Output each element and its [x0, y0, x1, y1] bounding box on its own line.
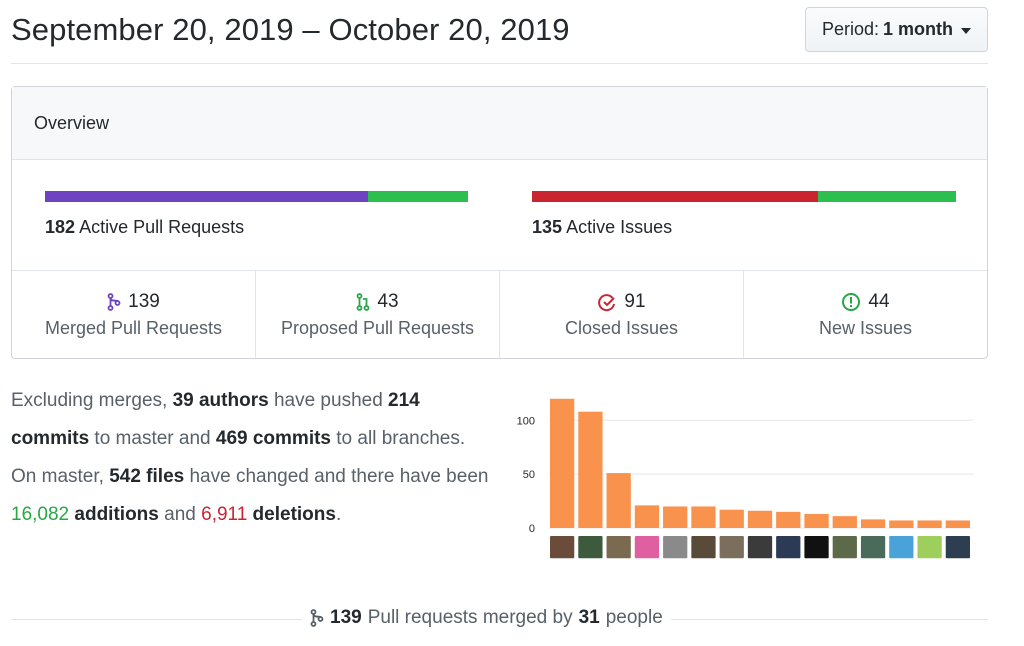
- contributor-avatar[interactable]: [634, 536, 660, 559]
- header: September 20, 2019 – October 20, 2019 Pe…: [11, 0, 988, 64]
- authors-count: 39 authors: [172, 390, 269, 411]
- new-issues-label: New Issues: [818, 318, 913, 338]
- proposed-label: Proposed Pull Requests: [280, 318, 475, 338]
- summary-text: have pushed: [268, 390, 389, 411]
- y-tick-label: 0: [529, 523, 535, 535]
- git-merge-icon: [107, 293, 121, 311]
- new-issues-count: 44: [868, 291, 890, 312]
- issues-bar[interactable]: [532, 191, 956, 202]
- bar[interactable]: [634, 505, 660, 528]
- stat-merged-pull-requests[interactable]: 139 Merged Pull Requests: [12, 271, 256, 358]
- bar[interactable]: [889, 520, 914, 528]
- active-issues-label[interactable]: 135 Active Issues: [532, 217, 672, 238]
- commit-summary: Excluding merges, 39 authors have pushed…: [11, 382, 491, 534]
- pull-requests-bar[interactable]: [45, 191, 468, 202]
- all-commits-count: 469 commits: [215, 428, 331, 449]
- summary-text: Excluding merges,: [11, 390, 173, 411]
- closed-count: 91: [624, 291, 646, 312]
- contributors-chart: 0 50 100: [505, 380, 985, 565]
- bar[interactable]: [747, 510, 773, 528]
- proposed-segment: [368, 191, 468, 202]
- summary-text: .: [335, 504, 342, 525]
- summary-text: to all branches. On master,: [11, 428, 466, 487]
- deletions-count: 6,911: [201, 504, 248, 525]
- additions-word: additions: [69, 504, 159, 525]
- issue-opened-icon: [842, 293, 861, 311]
- stat-closed-issues[interactable]: 91 Closed Issues: [500, 271, 744, 358]
- summary-text: to master and: [89, 428, 216, 449]
- people-count: 31: [578, 607, 600, 628]
- bar[interactable]: [776, 511, 801, 528]
- git-pull-request-icon: [357, 293, 370, 311]
- merged-pr-count: 139: [330, 607, 362, 628]
- bar[interactable]: [578, 411, 603, 528]
- active-issues-text: Active Issues: [566, 217, 673, 237]
- y-tick-label: 100: [517, 415, 535, 427]
- period-prefix: Period:: [821, 19, 880, 39]
- overview-box: Overview 182 Active Pull Requests 135 Ac…: [11, 86, 988, 359]
- contributors-bar-chart: 0 50 100: [517, 398, 973, 559]
- additions-count: 16,082: [11, 504, 70, 525]
- active-pr-text: Active Pull Requests: [79, 217, 245, 237]
- contributor-avatar[interactable]: [860, 536, 886, 559]
- summary-text: and: [158, 504, 202, 525]
- issue-closed-icon: [598, 294, 616, 312]
- period-dropdown-button[interactable]: Period: 1 month: [805, 7, 988, 52]
- contributor-avatar[interactable]: [917, 536, 942, 559]
- caret-down-icon: [961, 27, 972, 34]
- overview-stats: 139 Merged Pull Requests 43 Proposed Pul…: [12, 271, 987, 358]
- contributor-avatar[interactable]: [889, 536, 914, 559]
- period-value: 1 month: [883, 19, 954, 39]
- merged-by-summary: 139 Pull requests merged by 31 people: [302, 607, 671, 629]
- contributor-avatar[interactable]: [719, 536, 744, 559]
- bar[interactable]: [691, 506, 716, 528]
- contributor-avatar[interactable]: [832, 536, 857, 559]
- contributor-avatar[interactable]: [578, 536, 603, 559]
- y-tick-label: 50: [523, 469, 535, 481]
- contributor-avatar[interactable]: [606, 536, 631, 559]
- bar[interactable]: [663, 506, 688, 528]
- contributor-avatar[interactable]: [945, 536, 970, 559]
- deletions-word: deletions: [247, 504, 336, 525]
- contributor-avatar[interactable]: [747, 536, 773, 559]
- overview-bars: 182 Active Pull Requests 135 Active Issu…: [12, 160, 987, 271]
- active-pr-count: 182: [45, 217, 76, 237]
- new-segment: [817, 191, 956, 202]
- bar[interactable]: [945, 520, 970, 528]
- contributor-avatar[interactable]: [776, 536, 801, 559]
- contributor-avatar[interactable]: [691, 536, 716, 559]
- bar[interactable]: [832, 516, 857, 528]
- active-pull-requests-label[interactable]: 182 Active Pull Requests: [45, 217, 244, 238]
- bar[interactable]: [804, 514, 829, 528]
- footer-text: people: [605, 607, 663, 628]
- contributor-avatar[interactable]: [804, 536, 829, 559]
- bar[interactable]: [550, 398, 575, 528]
- master-commits-count: 214 commits: [11, 390, 420, 449]
- contributor-avatar[interactable]: [663, 536, 688, 559]
- stat-new-issues[interactable]: 44 New Issues: [744, 271, 987, 358]
- summary-text: have changed and there have been: [184, 466, 489, 487]
- bar[interactable]: [606, 473, 631, 528]
- merged-count: 139: [128, 291, 160, 312]
- bar[interactable]: [917, 520, 942, 528]
- files-changed-count: 542 files: [109, 466, 185, 487]
- active-issues-count: 135: [532, 217, 563, 237]
- bar[interactable]: [860, 519, 886, 528]
- git-merge-icon: [310, 609, 324, 627]
- merged-segment: [45, 191, 369, 202]
- contributor-avatar[interactable]: [550, 536, 575, 559]
- page-title: September 20, 2019 – October 20, 2019: [11, 12, 570, 47]
- merged-label: Merged Pull Requests: [44, 318, 223, 338]
- closed-label: Closed Issues: [564, 318, 679, 338]
- proposed-count: 43: [377, 291, 399, 312]
- stat-proposed-pull-requests[interactable]: 43 Proposed Pull Requests: [256, 271, 500, 358]
- bar[interactable]: [719, 509, 744, 528]
- footer-text: Pull requests merged by: [367, 607, 573, 628]
- overview-heading: Overview: [12, 87, 987, 160]
- closed-segment: [532, 191, 818, 202]
